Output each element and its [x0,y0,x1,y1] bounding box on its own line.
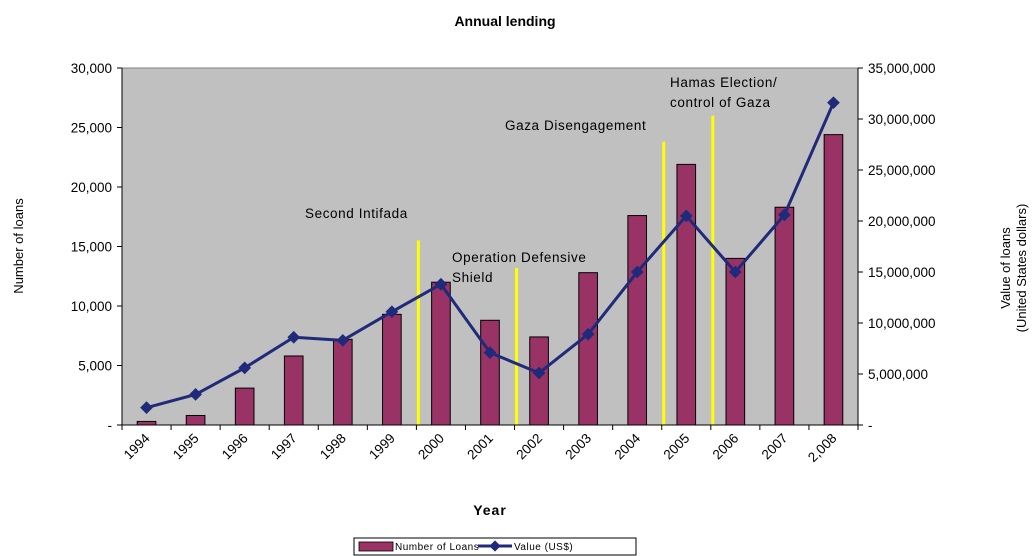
chart-title: Annual lending [454,13,555,29]
bar-series [136,134,844,426]
y-tick-label: 10,000 [71,299,112,314]
bar [283,355,304,426]
bar [676,163,697,426]
y2-tick-label: - [868,418,873,433]
y-tick-label: 15,000 [71,240,112,255]
y2-tick-label: 30,000,000 [868,112,936,127]
legend: Number of Loans Value (US$) [353,537,637,556]
x-tick-label: 2006 [710,431,742,463]
bar [185,414,206,426]
y2-axis-label-line1: Value of loans [998,227,1013,309]
annotations: Second Intifada Operation Defensive Shield… [305,75,777,285]
legend-swatch-bars [358,541,394,552]
value-point [336,333,350,347]
x-axis-label: Year [473,502,507,518]
value-point [483,346,497,359]
y2-tick-label: 10,000,000 [868,316,936,331]
x-tick-label: 2,008 [805,431,840,466]
y-axis-label: Number of loans [11,198,26,294]
line-series [140,96,840,415]
y2-tick-label: 15,000,000 [868,265,936,280]
x-tick-label: 1998 [317,431,349,463]
x-tick-label: 2004 [611,430,643,462]
x-tick-label: 2007 [759,431,791,463]
y-tick-label: 25,000 [71,121,112,136]
x-tick-label: 2005 [661,431,693,463]
y-tick-label: - [108,418,113,433]
bar [529,336,549,426]
x-tick-label: 2003 [562,431,594,463]
legend-swatch-marker [489,540,501,552]
x-tick-label: 2002 [513,431,545,463]
y-tick-label: 5,000 [78,359,112,374]
bar [480,319,500,426]
y-tick-label: 30,000 [71,61,112,76]
annotation-label: Gaza Disengagement [505,118,646,133]
y2-tick-label: 25,000,000 [868,163,936,178]
annotation-label: control of Gaza [670,95,771,110]
annotation-label: Second Intifada [305,206,408,221]
bar [578,272,598,426]
x-tick-label: 1996 [219,431,251,463]
x-tick-label: 1999 [366,431,398,463]
bar [332,338,353,426]
value-point [189,388,202,401]
bar [774,206,795,426]
bar [725,257,746,426]
value-point [238,361,252,375]
value-point [140,401,153,415]
y2-axis-label-line2: (United States dollars) [1014,204,1029,333]
y-tick-label: 20,000 [71,180,112,195]
x-tick-label: 1997 [268,431,300,463]
annotation-label: Operation Defensive [452,250,586,265]
annotation-lines [416,115,715,425]
x-tick-label: 1995 [170,431,202,463]
y2-tick-label: 35,000,000 [868,61,936,76]
bar [234,387,255,426]
bar [136,420,157,426]
x-tick-label: 1994 [121,430,153,462]
x-tick-label: 2001 [464,431,496,463]
bar [823,134,844,426]
y2-tick-label: 5,000,000 [868,367,928,382]
bar [431,281,451,426]
bar [382,313,402,426]
bar [627,215,648,426]
x-tick-label: 2000 [415,431,447,463]
value-point [434,277,448,291]
legend-label-bars: Number of Loans [395,542,479,553]
value-point [287,330,301,344]
legend-label-line: Value (US$) [514,542,573,553]
y2-tick-label: 20,000,000 [868,214,936,229]
value-point [385,305,399,319]
annotation-label: Hamas Election/ [670,75,777,90]
annotation-label: Shield [452,270,493,285]
